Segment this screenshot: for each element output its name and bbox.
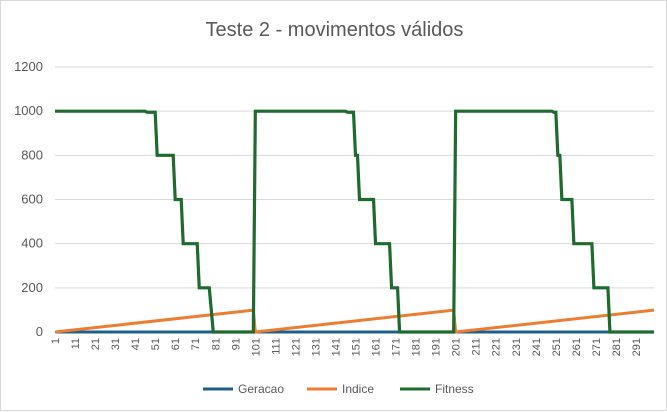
chart-title: Teste 2 - movimentos válidos [205, 19, 464, 41]
legend-label-fitness: Fitness [435, 382, 474, 396]
x-tick-label: 61 [170, 338, 182, 350]
x-tick-label: 11 [70, 338, 82, 349]
x-tick-label: 161 [371, 338, 383, 356]
legend-label-indice: Indice [342, 382, 374, 396]
x-tick-label: 251 [551, 338, 563, 356]
series-line-fitness [55, 109, 654, 334]
x-tick-label: 51 [150, 338, 162, 350]
x-tick-label: 211 [471, 338, 483, 356]
legend-label-geracao: Geracao [238, 382, 284, 396]
x-tick-label: 141 [330, 338, 342, 356]
x-tick-label: 91 [230, 338, 242, 350]
x-tick-label: 171 [391, 338, 403, 356]
x-tick-label: 291 [631, 338, 643, 356]
x-tick-label: 1 [50, 338, 62, 344]
y-tick-label: 1200 [14, 59, 43, 74]
y-tick-label: 600 [21, 192, 43, 207]
x-tick-label: 271 [591, 338, 603, 356]
x-tick-label: 31 [110, 338, 122, 350]
x-tick-label: 131 [310, 338, 322, 356]
x-tick-label: 81 [210, 338, 222, 350]
x-tick-label: 111 [270, 338, 282, 355]
x-tick-label: 151 [351, 338, 363, 356]
x-tick-label: 21 [90, 338, 102, 350]
y-tick-label: 1000 [14, 103, 43, 118]
x-tick-label: 71 [190, 338, 202, 350]
x-tick-label: 191 [431, 338, 443, 356]
x-tick-label: 121 [290, 338, 302, 356]
x-tick-label: 261 [571, 338, 583, 356]
x-tick-label: 281 [611, 338, 623, 356]
y-tick-label: 0 [36, 324, 43, 339]
y-tick-label: 800 [21, 147, 43, 162]
x-tick-label: 101 [250, 338, 262, 356]
x-tick-label: 241 [531, 338, 543, 356]
x-tick-label: 201 [451, 338, 463, 356]
x-tick-label: 231 [511, 338, 523, 356]
x-tick-label: 221 [491, 338, 503, 356]
series-line-indice [54, 308, 655, 334]
x-tick-label: 41 [130, 338, 142, 350]
x-tick-label: 181 [411, 338, 423, 356]
y-tick-label: 200 [21, 280, 43, 295]
y-tick-label: 400 [21, 236, 43, 251]
